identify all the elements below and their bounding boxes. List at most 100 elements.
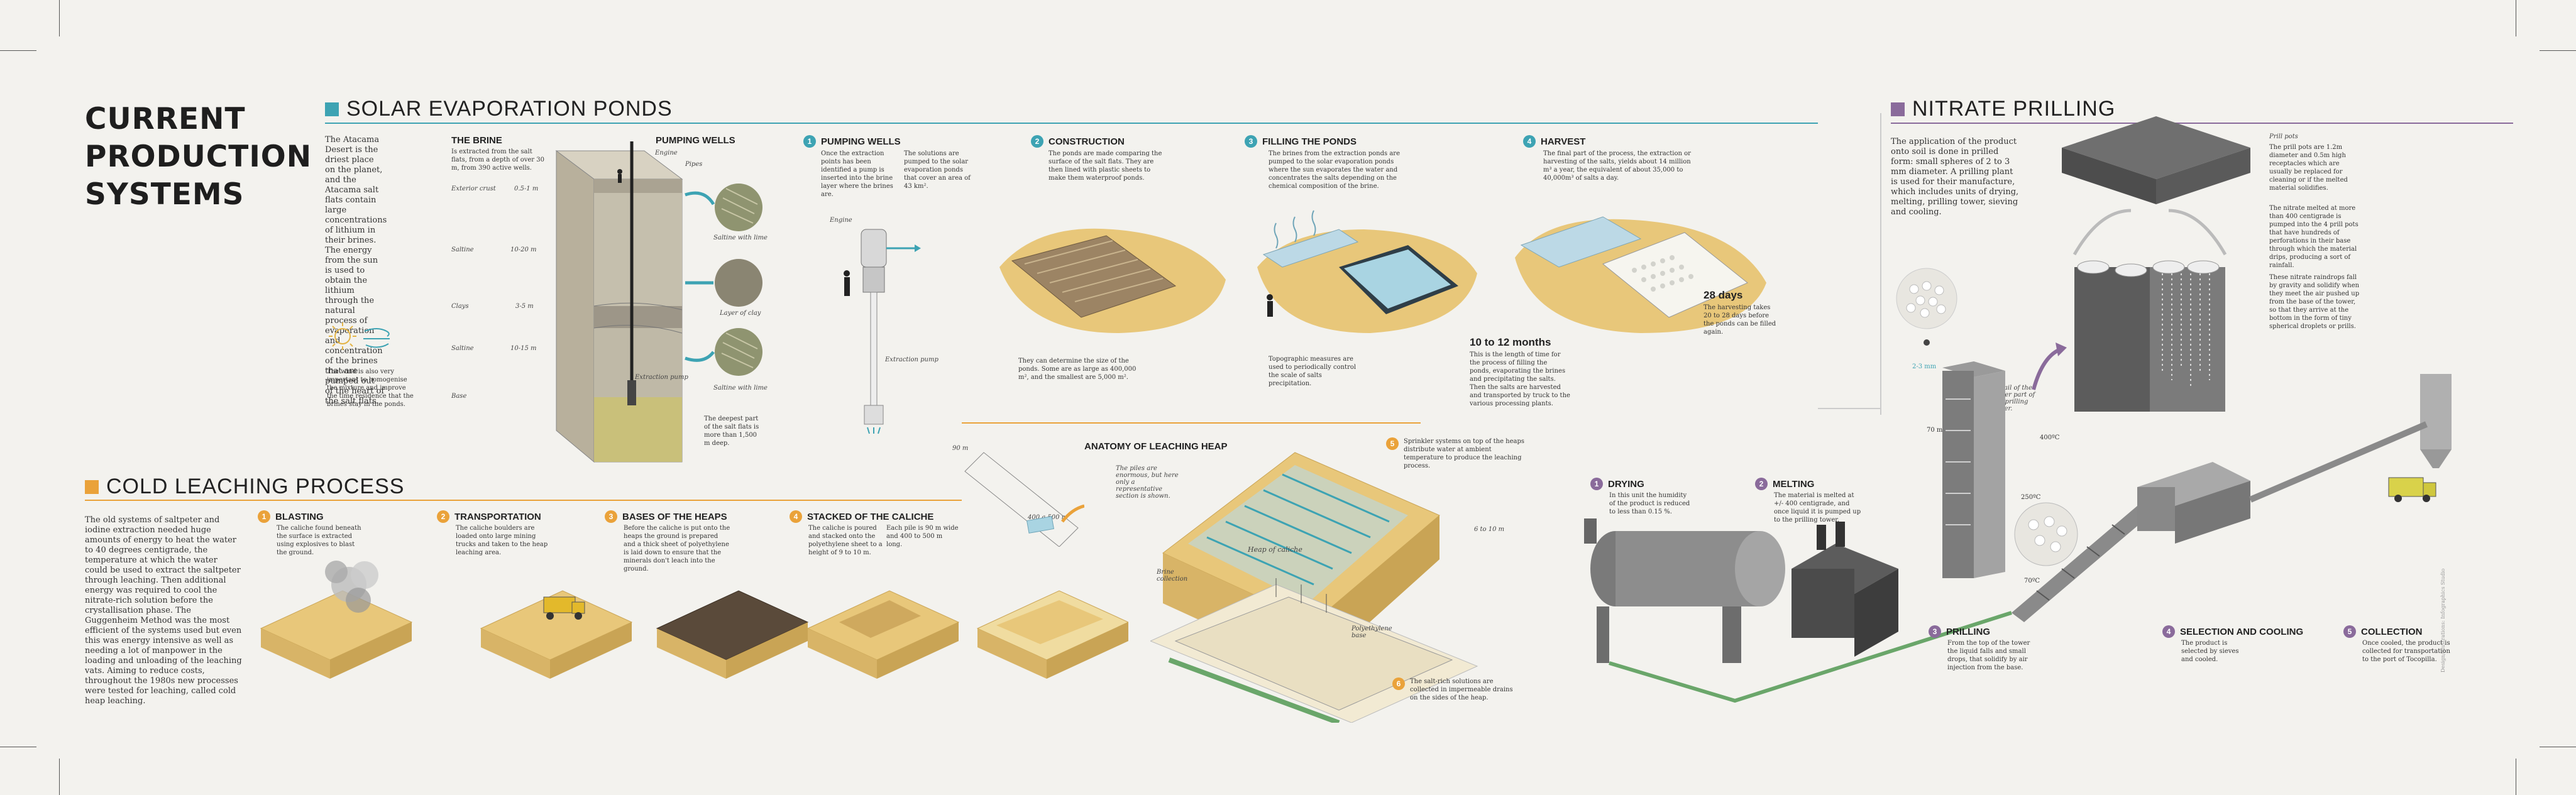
teal-square-icon: [325, 102, 339, 116]
cold-step-3-title: 3 BASES OF THE HEAPS: [605, 510, 727, 523]
step-title-text: PRILLING: [1946, 626, 1990, 637]
cold-step-4-text2: Each pile is 90 m wide and 400 to 500 m …: [886, 525, 959, 548]
solar-step-4-title: 4 HARVEST: [1523, 135, 1585, 148]
page-title: CURRENT PRODUCTION SYSTEMS: [85, 101, 312, 214]
step-title-text: TRANSPORTATION: [454, 511, 541, 522]
layer-label: Saltine: [451, 246, 474, 253]
heap-anatomy-illustration: [1150, 452, 1478, 723]
step-number: 1: [803, 135, 816, 148]
temperature-label: 400ºC: [2040, 434, 2060, 441]
harvest-illustration: [1515, 216, 1766, 333]
time-title: 10 to 12 months: [1470, 336, 1551, 348]
step-number: 5: [2343, 625, 2356, 638]
temperature-label: 250ºC: [2021, 494, 2041, 501]
cold-step-1-text: The caliche found beneath the surface is…: [277, 525, 361, 556]
layer-label: Base: [451, 393, 467, 400]
saltine-detail-circles: [685, 184, 762, 376]
cold-section-heading: COLD LEACHING PROCESS: [85, 474, 404, 499]
prilling-step-1-text: In this unit the humidity of the product…: [1609, 492, 1690, 515]
pump-label: Extraction pump: [885, 356, 938, 363]
dimension-label: 6 to 10 m: [1474, 526, 1505, 533]
section-rule: [962, 422, 1421, 424]
prilling-step-3-text: From the top of the tower the liquid fal…: [1947, 640, 2030, 671]
step-number: 4: [1523, 135, 1536, 148]
dimension-label: 90 m: [952, 445, 969, 452]
saltine-label: Saltine with lime: [713, 234, 768, 241]
title-line: SYSTEMS: [85, 177, 245, 212]
pile-note: The piles are enormous, but here only a …: [1116, 465, 1179, 500]
engine-label: Engine: [830, 217, 852, 224]
prill-pots-text: The prill pots are 1.2m diameter and 0.5…: [2269, 144, 2348, 192]
heading-text: COLD LEACHING PROCESS: [106, 474, 405, 498]
prill-pots-title: Prill pots: [2269, 133, 2298, 140]
section-divider: [1818, 113, 1881, 415]
crop-mark: [2540, 50, 2576, 51]
layer-label: Clays: [451, 303, 469, 310]
step-number: 4: [2162, 625, 2175, 638]
purple-square-icon: [1891, 102, 1905, 116]
solar-step-1-text2: The solutions are pumped to the solar ev…: [904, 150, 971, 190]
solar-step-2-text: The ponds are made comparing the surface…: [1049, 150, 1162, 182]
prilling-step-2-text: The material is melted at +/- 400 centig…: [1774, 492, 1861, 524]
prill-text-3: These nitrate raindrops fall by gravity …: [2269, 274, 2360, 330]
step-number: 2: [1755, 478, 1768, 490]
time-text: This is the length of time for the proce…: [1470, 351, 1570, 407]
cold-leaching-illustrations: [260, 561, 1128, 679]
prill-text-2: The nitrate melted at more than 400 cent…: [2269, 205, 2359, 269]
step-text: The salt-rich solutions are collected in…: [1410, 678, 1513, 701]
step-number: 1: [1590, 478, 1603, 490]
prilling-step-3-title: 3 PRILLING: [1929, 625, 1990, 638]
crop-mark: [59, 759, 60, 795]
step-title-text: HARVEST: [1541, 136, 1586, 147]
step-title-text: DRYING: [1608, 478, 1644, 490]
solar-step-3-title: 3 FILLING THE PONDS: [1245, 135, 1357, 148]
prilling-section-heading: NITRATE PRILLING: [1891, 97, 2115, 121]
step-title-text: PUMPING WELLS: [821, 136, 901, 147]
pumping-wells-title: PUMPING WELLS: [656, 135, 735, 146]
brine-collection-label: Brine collection: [1157, 569, 1188, 583]
step-title-text: BLASTING: [275, 511, 324, 522]
solar-step-3-text: The brines from the extraction ponds are…: [1269, 150, 1400, 190]
cold-step-3-text: Before the caliche is put onto the heaps…: [624, 525, 730, 573]
orange-square-icon: [85, 480, 99, 494]
prilling-step-4-title: 4 SELECTION AND COOLING: [2162, 625, 2303, 638]
prilling-step-2-title: 2 MELTING: [1755, 478, 1814, 490]
step-number: 6: [1392, 677, 1405, 690]
title-line: PRODUCTION: [85, 140, 312, 174]
step-title-text: STACKED OF THE CALICHE: [807, 511, 934, 522]
depth-label: 10-15 m: [510, 345, 537, 352]
saltine-label: Layer of clay: [720, 310, 761, 317]
layer-label: Saltine: [451, 345, 474, 352]
step-title-text: SELECTION AND COOLING: [2180, 626, 2304, 637]
step-number: 1: [258, 510, 270, 523]
step-title-text: FILLING THE PONDS: [1262, 136, 1357, 147]
pipes-label: Pipes: [685, 161, 703, 168]
cold-step-4-title: 4 STACKED OF THE CALICHE: [790, 510, 933, 523]
prilling-plant-illustration: [1584, 361, 2452, 703]
depth-label: 0.5-1 m: [514, 185, 539, 192]
step-title-text: MELTING: [1773, 478, 1815, 490]
solar-intro: The Atacama Desert is the driest place o…: [325, 135, 387, 406]
engine-label: Engine: [655, 150, 678, 156]
prilling-step-1-title: 1 DRYING: [1590, 478, 1644, 490]
solar-step-2-note: They can determine the size of the ponds…: [1018, 358, 1137, 381]
tower-height: 70 m: [1927, 427, 1943, 434]
pond-construction-illustration: [999, 228, 1226, 333]
step-title-text: BASES OF THE HEAPS: [622, 511, 727, 522]
brine-text: Is extracted from the salt flats, from a…: [451, 148, 544, 172]
cold-step-2-text: The caliche boulders are loaded onto lar…: [456, 525, 548, 556]
cold-step-2-title: 2 TRANSPORTATION: [437, 510, 541, 523]
anatomy-step-6: 6 The salt-rich solutions are collected …: [1392, 677, 1517, 702]
sun-wind-icon: [329, 322, 390, 350]
crop-mark: [59, 0, 60, 36]
step-number: 2: [1031, 135, 1043, 148]
cold-intro: The old systems of saltpeter and iodine …: [85, 515, 242, 706]
step-number: 4: [790, 510, 802, 523]
heap-overview-illustration: [964, 452, 1084, 547]
section-rule: [85, 500, 962, 501]
section-rule: [1891, 123, 2513, 124]
heading-text: NITRATE PRILLING: [1912, 97, 2116, 121]
solar-section-heading: SOLAR EVAPORATION PONDS: [325, 97, 673, 121]
prills-circle-illustration: [1896, 268, 1957, 346]
credit-text: Design/Illustrations: Infographics Studi…: [2440, 568, 2446, 672]
